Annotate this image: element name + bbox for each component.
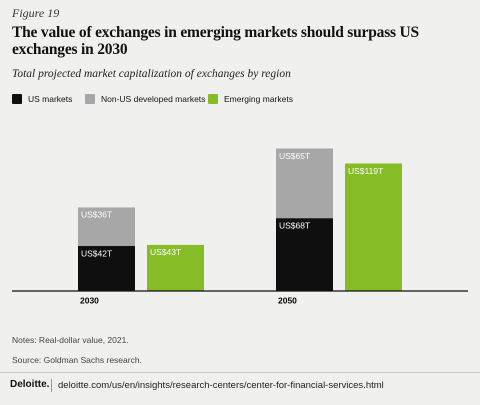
legend-label: Non-US developed markets: [101, 94, 206, 104]
source: Source: Goldman Sachs research.: [12, 355, 142, 365]
bar: [147, 244, 204, 291]
bar: [276, 148, 333, 219]
x-tick-label: 2050: [278, 295, 297, 305]
url: deloitte.com/us/en/insights/research-cen…: [58, 380, 384, 391]
bar: [345, 163, 402, 291]
x-tick-label: 2030: [80, 295, 99, 305]
brand: Deloitte.: [10, 379, 50, 390]
legend-item: US markets: [12, 94, 72, 104]
bar: [276, 218, 333, 291]
legend-label: Emerging markets: [224, 94, 293, 104]
value-label: US$43T: [150, 247, 181, 257]
value-label: US$119T: [348, 166, 383, 176]
value-label: US$68T: [279, 220, 310, 230]
legend-label: US markets: [28, 94, 73, 104]
legend-swatch: [12, 94, 22, 104]
chart-title: The value of exchanges in emerging marke…: [12, 24, 419, 58]
figure-label: Figure 19: [12, 6, 60, 20]
chart-subtitle: Total projected market capitalization of…: [12, 68, 291, 80]
bar: [78, 207, 135, 246]
chart: 2030 US$42T US$36T US$43T 2050 US$68T US$65T US…: [12, 148, 468, 305]
value-label: US$42T: [81, 248, 112, 258]
bar: [78, 246, 135, 291]
value-label: US$36T: [81, 210, 112, 220]
notes: Notes: Real-dollar value, 2021.: [12, 335, 129, 345]
separator: [51, 379, 52, 392]
legend-item: Emerging markets: [208, 94, 293, 104]
legend-item: Non-US developed markets: [85, 94, 205, 104]
value-label: US$65T: [279, 151, 310, 161]
legend-swatch: [208, 94, 218, 104]
footer-rule: [0, 372, 480, 373]
legend-swatch: [85, 94, 95, 104]
